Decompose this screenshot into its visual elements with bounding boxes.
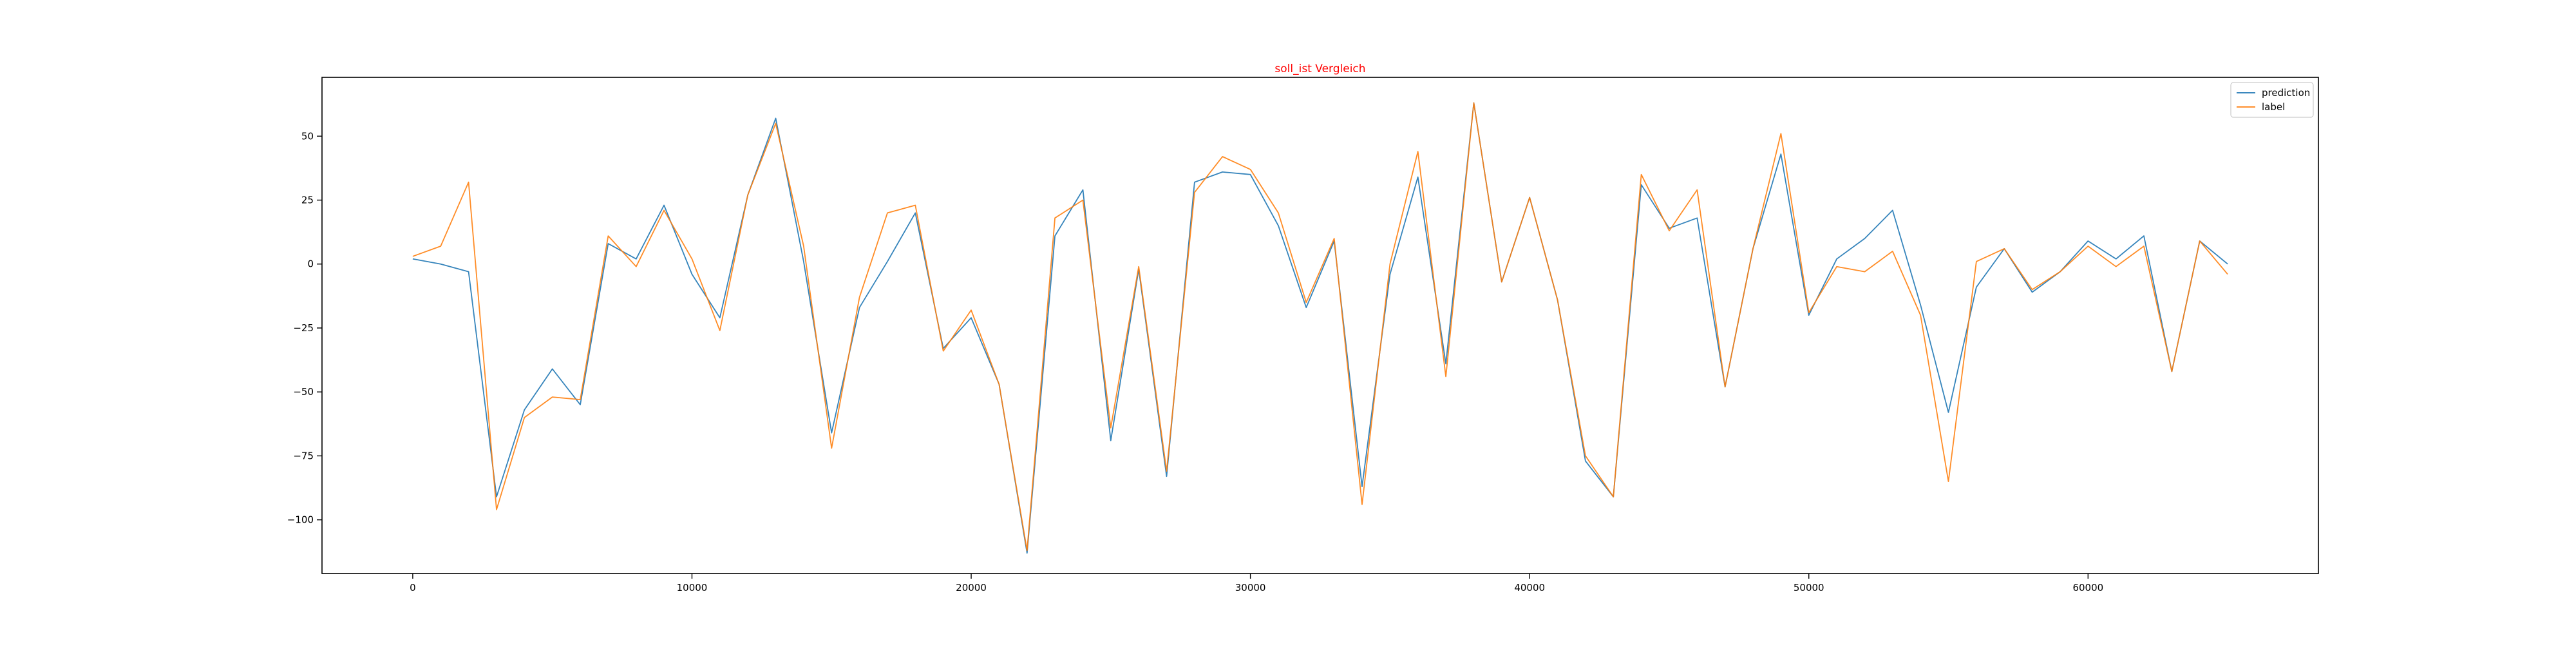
x-tick-label: 60000: [2072, 582, 2103, 594]
x-axis: 0 10000 20000 30000 40000 50000 60000: [410, 574, 2103, 594]
y-tick-label: 50: [301, 130, 314, 142]
series-line-label: [412, 102, 2228, 552]
y-axis: 50 25 0 −25 −50 −75 −100: [287, 130, 322, 526]
y-tick-label: −50: [293, 386, 314, 398]
x-tick-label: 40000: [1514, 582, 1545, 594]
legend-label-prediction: prediction: [2262, 87, 2310, 99]
y-tick-label: 25: [301, 195, 314, 206]
y-tick-label: 0: [307, 258, 314, 270]
series-layer: [412, 102, 2228, 554]
x-tick-label: 10000: [677, 582, 708, 594]
legend-label-label: label: [2262, 101, 2285, 113]
legend-box: [2230, 82, 2314, 118]
x-tick-label: 0: [410, 582, 416, 594]
x-tick-label: 20000: [956, 582, 987, 594]
series-line-prediction: [412, 102, 2228, 554]
plot-frame: [321, 77, 2319, 574]
legend: prediction label: [2230, 82, 2314, 118]
y-tick-label: −25: [293, 322, 314, 334]
y-tick-label: −75: [293, 450, 314, 461]
x-tick-label: 30000: [1235, 582, 1266, 594]
y-tick-label: −100: [287, 514, 314, 526]
x-tick-label: 50000: [1794, 582, 1824, 594]
chart-title: soll_ist Vergleich: [1274, 63, 1365, 75]
